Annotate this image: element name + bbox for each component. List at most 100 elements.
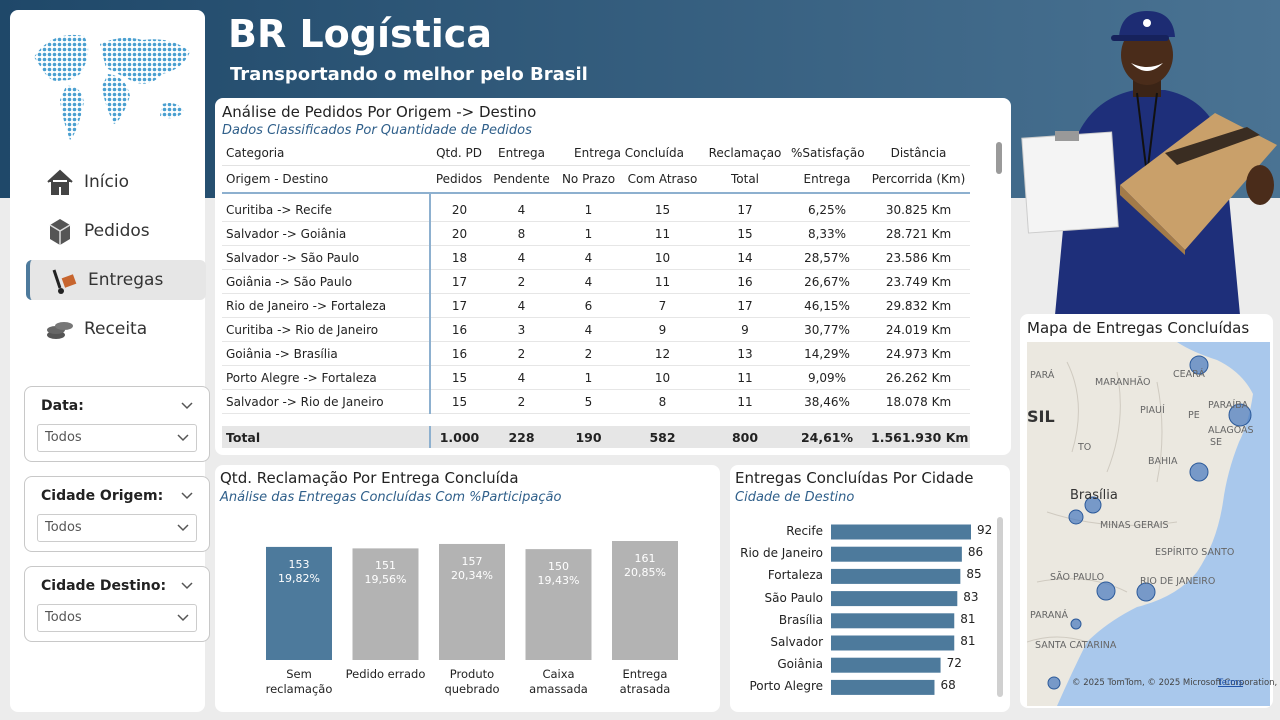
table-row: Porto Alegre -> Fortaleza 15 4 1 10 11 9,09% 26… [222,365,970,390]
table-cell: Curitiba -> Rio de Janeiro [222,317,431,342]
bar-percent-label: 19,43% [537,574,580,588]
table-cell: 20 [430,221,488,246]
header-cell[interactable]: %Satisfação [787,141,867,166]
filter-card: Data: Todos [24,386,210,462]
table-cell: 1 [555,193,622,222]
header-cell[interactable]: Distância [867,141,970,166]
table-cell: 1 [555,221,622,246]
header-cell[interactable]: Entrega [787,165,867,194]
filter-dropdown[interactable]: Todos [37,604,197,632]
chevron[interactable] [180,581,194,591]
bar-value-label: 85 [966,567,982,582]
bar[interactable] [831,568,961,584]
plot [266,541,678,660]
header-cell[interactable]: No Prazo [555,165,622,194]
bar[interactable] [831,679,935,695]
table-subtitle: Dados Classificados Por Quantidade de Pe… [222,123,532,138]
bar[interactable] [612,541,678,660]
table-cell: 2 [488,389,555,414]
table-body: Curitiba -> Recife 20 4 1 15 17 6,25% 30.825 Km… [222,193,970,414]
bar[interactable] [831,591,958,607]
bar-value-label: 157 [461,554,483,568]
map-label: SANTA CATARINA [1035,640,1117,651]
header-cell[interactable]: Pendente [488,165,555,194]
table-cell: 9 [703,317,787,342]
header-cell[interactable]: Percorrida (Km) [867,165,970,194]
bar[interactable] [266,546,332,660]
header-cell[interactable]: Entrega Concluída [555,141,703,166]
bar[interactable] [525,549,592,660]
header-cell[interactable]: Categoria [222,141,430,166]
bar[interactable] [831,657,941,673]
chart-subtitle: Análise das Entregas Concluídas Com %Par… [220,490,562,505]
map-bubble[interactable] [1189,462,1209,482]
table-row: Goiânia -> São Paulo 17 2 4 11 16 26,67% 23.749… [222,269,970,294]
bar[interactable] [831,613,955,629]
bar[interactable] [352,548,419,660]
table-row: Curitiba -> Rio de Janeiro 16 3 4 9 9 30,77% 24… [222,317,970,342]
table-cell: 17 [703,293,787,318]
map[interactable] [1027,342,1270,706]
bar[interactable] [831,546,962,562]
table-cell: 26,67% [787,269,867,294]
table-cell: Salvador -> Rio de Janeiro [222,389,431,414]
filter-dropdown[interactable]: Todos [37,424,197,452]
chart-subtitle: Cidade de Destino [735,490,855,505]
nav-item[interactable]: Início [26,162,202,202]
map-label: PARANÁ [1030,610,1068,621]
map-bubble[interactable] [1228,403,1252,427]
bar[interactable] [439,543,505,660]
chevron[interactable] [180,401,194,411]
map-bubble[interactable] [1070,618,1082,630]
nav-icon [52,269,77,294]
map-bubble[interactable] [1189,355,1209,375]
scrollbar[interactable] [997,517,1003,697]
bar[interactable] [831,635,955,651]
header-cell[interactable]: Com Atraso [622,165,703,194]
header-row: Origem - Destino Pedidos Pendente No Prazo C… [222,165,970,194]
nav-item[interactable]: Entregas [26,260,206,300]
map-terms[interactable]: Terms [1218,678,1244,688]
plot [831,524,971,695]
map-bubble[interactable] [1136,582,1156,602]
table-cell: 4 [488,245,555,270]
header-cell[interactable]: Entrega [488,141,555,166]
total-table: Total 1.000 228 190 582 800 24,61% 1.561.930 Km [222,426,970,448]
header-cell[interactable]: Total [703,165,787,194]
table-cell: 26.262 Km [867,365,970,390]
header-cell[interactable]: Origem - Destino [222,165,430,194]
scrollbar[interactable] [996,142,1002,174]
chevron[interactable] [180,491,194,501]
total-cell: 24,61% [787,426,867,448]
bar[interactable] [831,524,971,540]
header-cell[interactable]: Qtd. PD [430,141,488,166]
y-tick-label: Recife [786,524,823,538]
table-cell: 15 [430,389,488,414]
table-cell: 46,15% [787,293,867,318]
header-cell[interactable]: Reclamaçao [703,141,787,166]
table-cell: 11 [703,389,787,414]
bar-value-label: 151 [375,559,396,573]
chevron [177,434,189,442]
map-bubble[interactable] [1068,509,1084,525]
header-cell[interactable]: Pedidos [430,165,488,194]
table-cell: 14,29% [787,341,867,366]
table-cell: 20 [430,193,488,222]
nav-item[interactable]: Receita [26,309,202,349]
filter-dropdown[interactable]: Todos [37,514,197,542]
table-cell: 10 [622,245,703,270]
table-cell: 24.973 Km [867,341,970,366]
map-attribution: © 2025 TomTom, © 2025 Microsoft Corporat… [1072,678,1280,688]
bar-percent-label: 19,56% [364,573,407,587]
map-label: ALAGOAS [1208,425,1254,436]
map-bubble[interactable] [1047,676,1061,690]
x-tick-label: Sem reclamação [265,667,333,696]
table-cell: 6,25% [787,193,867,222]
table-cell: Rio de Janeiro -> Fortaleza [222,293,431,318]
map-bubble[interactable] [1096,581,1116,601]
filter-value: Todos [45,520,82,535]
logo-world-map [34,34,190,140]
map-bubble[interactable] [1084,496,1102,514]
nav-item[interactable]: Pedidos [26,211,202,251]
